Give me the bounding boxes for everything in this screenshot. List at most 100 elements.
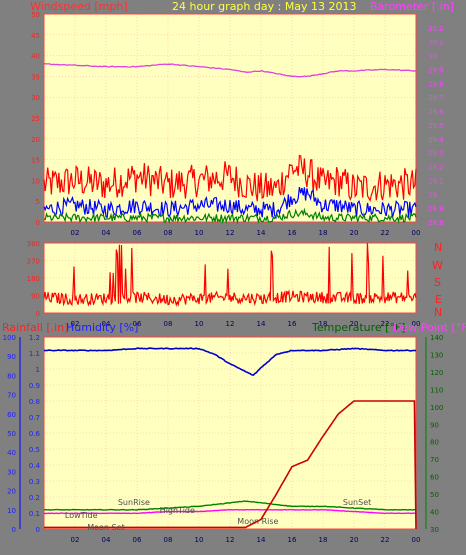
direction-x-tick-label: 22 xyxy=(381,320,390,328)
rain-x-tick-label: 16 xyxy=(288,536,297,544)
dewpoint-series xyxy=(43,508,417,515)
direction-x-tick-label: 00 xyxy=(412,320,421,328)
rain-x-tick-label: 10 xyxy=(195,536,204,544)
rain-x-tick-label: 12 xyxy=(226,536,235,544)
windspeed-tick-label: 15 xyxy=(31,157,40,165)
windspeed-tick-label: 0 xyxy=(36,219,40,227)
temperature-tick-label: 90 xyxy=(430,421,439,429)
temperature-tick-label: 130 xyxy=(430,351,443,359)
windspeed-tick-label: 20 xyxy=(31,136,40,144)
wind-direction-series xyxy=(43,243,417,307)
humidity-tick-label: 20 xyxy=(7,488,16,496)
windspeed-tick-label: 40 xyxy=(31,53,40,61)
humidity-tick-label: 70 xyxy=(7,392,16,400)
wind-x-tick-label: 02 xyxy=(71,229,80,237)
rain-x-tick-label: 08 xyxy=(164,536,173,544)
barometer-tick-label: 30 xyxy=(428,53,437,61)
wind-x-tick-label: 22 xyxy=(381,229,390,237)
direction-tick-label: 270 xyxy=(27,258,40,266)
wind-direction-letter-w: W xyxy=(432,259,443,272)
barometer-tick-label: 29.4 xyxy=(428,136,444,144)
rain-x-tick-label: 18 xyxy=(319,536,328,544)
barometer-axis-title: Barometer [.in] xyxy=(370,0,454,13)
annotation-hightide: HighTide xyxy=(160,506,195,515)
chart-title: 24 hour graph day : May 13 2013 xyxy=(172,0,357,13)
rain-x-tick-label: 04 xyxy=(102,536,111,544)
temperature-tick-label: 80 xyxy=(430,439,439,447)
direction-x-tick-label: 08 xyxy=(164,320,173,328)
barometer-tick-label: 30.1 xyxy=(428,39,444,47)
temperature-series xyxy=(43,500,417,511)
wind-panel-border xyxy=(43,13,417,223)
humidity-tick-label: 90 xyxy=(7,353,16,361)
annotation-moon-rise: Moon Rise xyxy=(237,517,278,526)
windspeed-gust-series xyxy=(43,154,417,203)
rainfall-axis-title: Rainfall [.in] xyxy=(2,321,69,334)
rainfall-tick-label: 0.7 xyxy=(29,414,40,422)
wind-direction-letter-n-bottom: N xyxy=(434,306,442,319)
barometer-tick-label: 30.2 xyxy=(428,25,444,33)
annotation-moon-set: Moon Set xyxy=(87,523,124,532)
barometer-tick-label: 29.8 xyxy=(428,80,444,88)
temperature-tick-label: 30 xyxy=(430,526,439,534)
barometer-tick-label: 29.6 xyxy=(428,108,444,116)
direction-x-tick-label: 18 xyxy=(319,320,328,328)
rainfall-tick-label: 0.3 xyxy=(29,478,40,486)
windspeed-tick-label: 35 xyxy=(31,73,40,81)
rain-x-tick-label: 22 xyxy=(381,536,390,544)
humidity-tick-label: 80 xyxy=(7,372,16,380)
rainfall-tick-label: 0.2 xyxy=(29,494,40,502)
barometer-tick-label: 29.2 xyxy=(428,164,444,172)
humidity-tick-label: 30 xyxy=(7,468,16,476)
wind-direction-letter-e: E xyxy=(435,293,442,306)
direction-tick-label: 180 xyxy=(27,275,40,283)
humidity-tick-label: 60 xyxy=(7,411,16,419)
barometer-tick-label: 29.5 xyxy=(428,122,444,130)
windspeed-axis-title: Windspeed [mph] xyxy=(30,0,128,13)
wind-x-tick-label: 06 xyxy=(133,229,142,237)
direction-x-tick-label: 20 xyxy=(350,320,359,328)
direction-x-tick-label: 14 xyxy=(257,320,266,328)
rainfall-tick-label: 0.1 xyxy=(29,510,40,518)
windspeed-tick-label: 25 xyxy=(31,115,40,123)
wind-x-tick-label: 20 xyxy=(350,229,359,237)
rainfall-tick-label: 0 xyxy=(36,526,40,534)
rainfall-tick-label: 1.1 xyxy=(29,350,40,358)
rainfall-tick-label: 0.5 xyxy=(29,446,40,454)
rain-panel-border xyxy=(43,336,417,530)
rainfall-tick-label: 0.9 xyxy=(29,382,40,390)
rainfall-tick-label: 1 xyxy=(36,366,40,374)
windspeed-tick-label: 45 xyxy=(31,32,40,40)
rainfall-tick-label: 0.8 xyxy=(29,398,40,406)
wind-direction-letter-s: S xyxy=(434,276,441,289)
direction-tick-label: 90 xyxy=(31,293,40,301)
annotation-lowtide: LowTide xyxy=(65,511,98,520)
humidity-series xyxy=(43,347,417,376)
wind-x-tick-label: 08 xyxy=(164,229,173,237)
direction-x-tick-label: 06 xyxy=(133,320,142,328)
wind-x-tick-label: 16 xyxy=(288,229,297,237)
barometer-tick-label: 28.9 xyxy=(428,205,444,213)
temperature-axis-title: Temperature [°F] xyxy=(311,321,406,334)
rainfall-tick-label: 0.6 xyxy=(29,430,41,438)
wind-direction-letter-n-top: N xyxy=(434,241,442,254)
rain-x-tick-label: 02 xyxy=(71,536,80,544)
rainfall-tick-label: 1.2 xyxy=(29,334,40,342)
direction-x-tick-label: 10 xyxy=(195,320,204,328)
barometer-tick-label: 29.9 xyxy=(428,66,444,74)
temperature-tick-label: 70 xyxy=(430,456,439,464)
humidity-tick-label: 100 xyxy=(3,334,16,342)
temperature-tick-label: 120 xyxy=(430,369,443,377)
temperature-tick-label: 110 xyxy=(430,386,443,394)
barometer-tick-label: 29.7 xyxy=(428,94,444,102)
barometer-tick-label: 29 xyxy=(428,191,437,199)
wind-x-tick-label: 04 xyxy=(102,229,111,237)
humidity-tick-label: 50 xyxy=(7,430,16,438)
temperature-tick-label: 140 xyxy=(430,334,443,342)
dewpoint-axis-title: Dew Point [°F] xyxy=(393,321,466,334)
rain-x-tick-label: 20 xyxy=(350,536,359,544)
windspeed-tick-label: 10 xyxy=(31,177,40,185)
annotation-sunset: SunSet xyxy=(343,498,371,507)
